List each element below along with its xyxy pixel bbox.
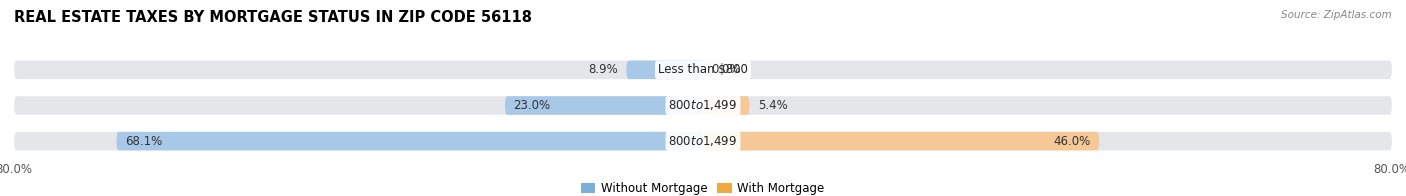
Text: 0.0%: 0.0% (711, 63, 741, 76)
Text: 5.4%: 5.4% (758, 99, 787, 112)
FancyBboxPatch shape (703, 96, 749, 115)
Text: 23.0%: 23.0% (513, 99, 551, 112)
Text: REAL ESTATE TAXES BY MORTGAGE STATUS IN ZIP CODE 56118: REAL ESTATE TAXES BY MORTGAGE STATUS IN … (14, 10, 531, 25)
Legend: Without Mortgage, With Mortgage: Without Mortgage, With Mortgage (576, 177, 830, 196)
FancyBboxPatch shape (505, 96, 703, 115)
Text: Source: ZipAtlas.com: Source: ZipAtlas.com (1281, 10, 1392, 20)
Text: $800 to $1,499: $800 to $1,499 (668, 134, 738, 148)
Text: $800 to $1,499: $800 to $1,499 (668, 98, 738, 113)
FancyBboxPatch shape (14, 61, 1392, 79)
FancyBboxPatch shape (14, 132, 1392, 150)
FancyBboxPatch shape (117, 132, 703, 150)
FancyBboxPatch shape (626, 61, 703, 79)
Text: 8.9%: 8.9% (588, 63, 617, 76)
Text: Less than $800: Less than $800 (658, 63, 748, 76)
Text: 68.1%: 68.1% (125, 135, 163, 148)
Text: 46.0%: 46.0% (1053, 135, 1091, 148)
FancyBboxPatch shape (703, 132, 1099, 150)
FancyBboxPatch shape (14, 96, 1392, 115)
